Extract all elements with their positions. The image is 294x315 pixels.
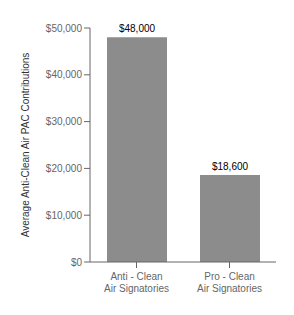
svg-text:Anti - CleanAir Signatories: Anti - CleanAir Signatories bbox=[104, 271, 169, 294]
svg-text:$48,000: $48,000 bbox=[119, 23, 156, 34]
svg-text:$20,000: $20,000 bbox=[46, 163, 83, 174]
svg-text:Pro - CleanAir Signatories: Pro - CleanAir Signatories bbox=[197, 271, 262, 294]
svg-text:$18,600: $18,600 bbox=[212, 161, 249, 172]
svg-text:Average Anti-Clean Air PAC Con: Average Anti-Clean Air PAC Contributions bbox=[20, 53, 31, 238]
svg-text:$30,000: $30,000 bbox=[46, 116, 83, 127]
svg-text:$10,000: $10,000 bbox=[46, 210, 83, 221]
svg-text:$0: $0 bbox=[71, 257, 83, 268]
svg-text:$40,000: $40,000 bbox=[46, 69, 83, 80]
svg-text:$50,000: $50,000 bbox=[46, 23, 83, 34]
